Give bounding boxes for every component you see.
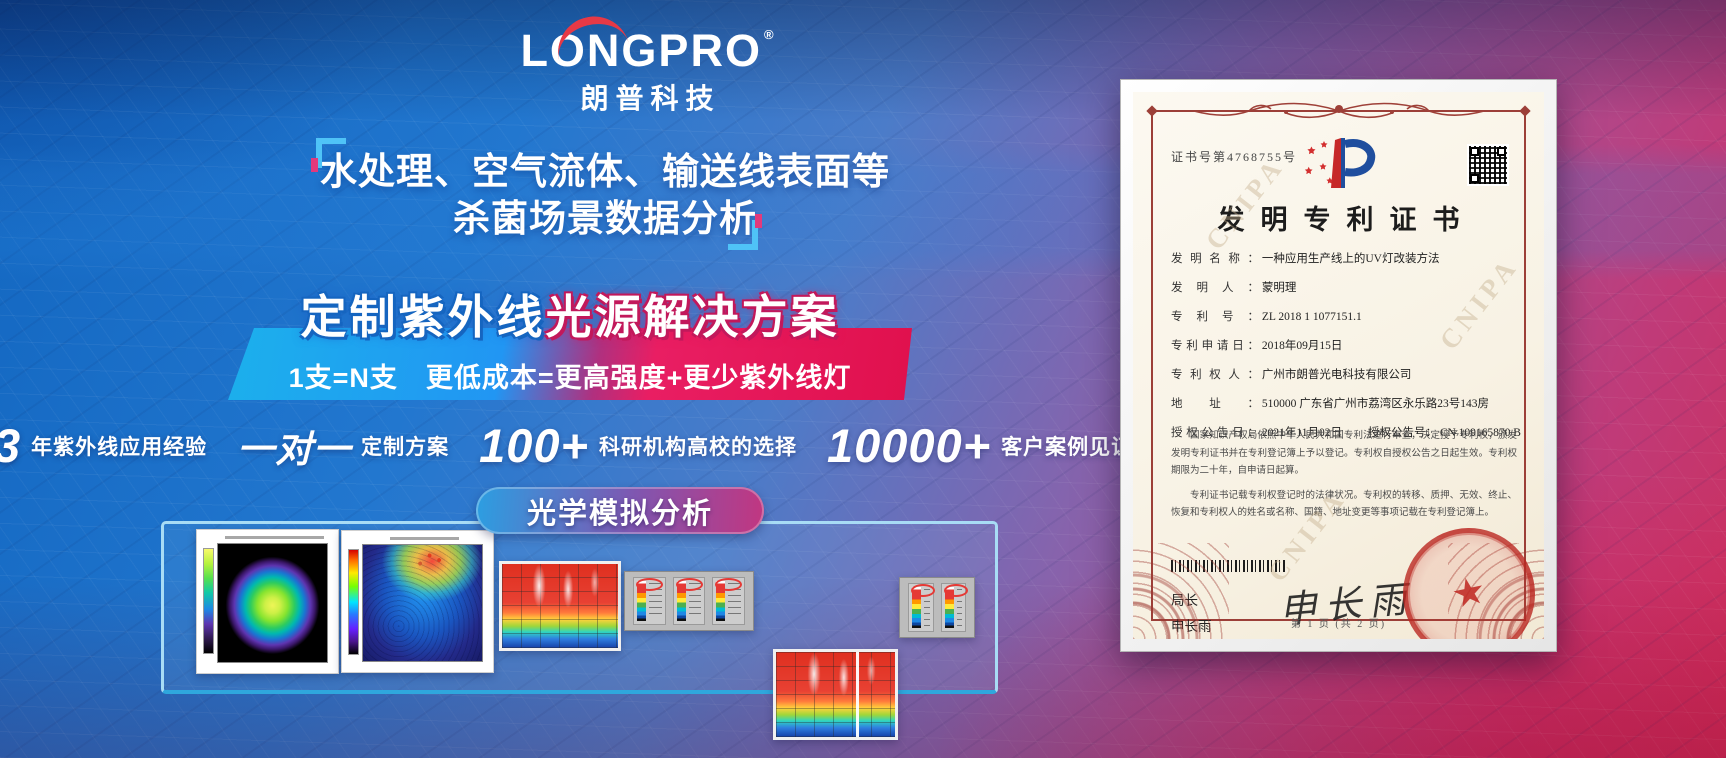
colorbar-icon: [202, 548, 214, 654]
simulation-tab-label: 光学模拟分析: [526, 497, 713, 530]
stat-value: 10000+: [827, 419, 992, 472]
headline-line1: 水处理、空气流体、输送线表面等: [320, 151, 890, 192]
official-seal-stamp: ★: [1390, 515, 1544, 639]
colorbar-gutter: [201, 534, 215, 669]
stat-value: 13: [0, 418, 21, 473]
certificate-number: 证书号第4768755号: [1171, 150, 1298, 164]
tick-labels-placeholder: [956, 589, 962, 626]
field-patent-number: 专利号： ZL 2018 1 1077151.1: [1171, 311, 1362, 323]
sim-colorbar-legend-triple: [624, 571, 754, 631]
tick-labels-placeholder: [924, 589, 930, 626]
chart-main: [215, 534, 334, 669]
max-value-ellipse-icon: [636, 578, 663, 591]
ribbon-title: 定制紫外线光源解决方案: [250, 290, 890, 345]
certificate-paper: CNIPA CNIPA CNIPA 证书号第4768755号: [1133, 92, 1544, 639]
max-value-ellipse-icon: [943, 584, 968, 597]
field-grant-info: 授权公告日： 2021年11月02日 授权公告号： CN 109165870 B: [1171, 424, 1521, 440]
ribbon-title-right: 光源解决方案: [545, 291, 840, 343]
colorbar-icon: [716, 581, 726, 621]
colorbar-legend: [712, 577, 746, 625]
stat-label: 定制方案: [361, 435, 450, 459]
patent-certificate: CNIPA CNIPA CNIPA 证书号第4768755号: [1120, 79, 1557, 652]
stat-one-on-one: 一对一 定制方案: [237, 419, 449, 473]
seal-star-icon: ★: [1447, 567, 1490, 618]
stat-label: 客户案例见证: [1001, 435, 1134, 459]
max-value-ellipse-icon: [911, 584, 935, 597]
colorbar-icon: [637, 581, 646, 621]
sim-irradiance-map-scatter: [341, 530, 494, 673]
certificate-paragraphs: 国家知识产权局依照中华人民共和国专利法进行审查，决定授予专利权，颁发发明专利证书…: [1171, 428, 1517, 530]
sim-irradiance-map-circular: [196, 529, 339, 674]
field-address: 地址： 510000 广东省广州市荔湾区永乐路23号143房: [1171, 398, 1489, 410]
stat-label: 科研机构高校的选择: [599, 435, 797, 459]
certificate-fields: 发明名称： 一种应用生产线上的UV灯改装方法 发明人： 蒙明理 专利号： ZL …: [1171, 250, 1521, 453]
stat-institutions: 100+ 科研机构高校的选择: [479, 418, 797, 473]
simulation-tab: 光学模拟分析: [476, 487, 764, 534]
headline-line2: 杀菌场景数据分析: [453, 198, 757, 240]
stat-value: 100+: [479, 419, 589, 472]
pane-divider: [855, 652, 859, 737]
colorbar-icon: [944, 587, 954, 628]
field-patentee: 专利权人： 广州市朗普光电科技有限公司: [1171, 369, 1412, 381]
filigree-corner-left-icon: [1133, 543, 1229, 639]
colorbar-legend: [672, 577, 706, 625]
filigree-corner-right-icon: [1448, 543, 1544, 639]
plot-area: [362, 544, 483, 662]
ornament-flourish-icon: [1193, 102, 1484, 119]
stats-row: 13 年紫外线应用经验 一对一 定制方案 100+ 科研机构高校的选择 1000…: [0, 418, 1132, 473]
field-application-date: 专利申请日： 2018年09月15日: [1171, 340, 1343, 352]
chart-main: [360, 535, 489, 668]
field-grant-number: 授权公告号： CN 109165870 B: [1367, 427, 1521, 439]
chart-title-placeholder: [225, 536, 324, 539]
sim-uv-intensity-heatmap: [499, 561, 621, 651]
paragraph-grant: 国家知识产权局依照中华人民共和国专利法进行审查，决定授予专利权，颁发发明专利证书…: [1171, 431, 1517, 477]
colorbar-gutter: [346, 535, 360, 668]
colorbar-icon: [912, 587, 921, 628]
field-invention-name: 发明名称： 一种应用生产线上的UV灯改装方法: [1171, 253, 1440, 265]
field-inventor: 发明人： 蒙明理: [1171, 282, 1297, 294]
colorbar-legend: [633, 577, 666, 625]
ribbon-title-left: 定制紫外线: [300, 291, 546, 343]
colorbar-legend: [940, 583, 968, 632]
brand-logo: LONGPRO ® 朗普科技: [497, 8, 797, 117]
colorbar-icon: [347, 549, 359, 655]
stat-customers: 10000+ 客户案例见证: [827, 418, 1133, 473]
stat-value: 一对一: [237, 428, 352, 470]
registered-trademark-mark: ®: [763, 27, 776, 42]
certificate-title: 发明专利证书: [1217, 205, 1476, 235]
max-value-ellipse-icon: [715, 578, 743, 591]
field-grant-date: 授权公告日： 2021年11月02日: [1171, 427, 1342, 439]
tick-labels-placeholder: [728, 583, 742, 619]
sim-colorbar-legend-double: [899, 577, 975, 638]
headline: 水处理、空气流体、输送线表面等 杀菌场景数据分析: [300, 138, 910, 250]
max-value-ellipse-icon: [675, 578, 703, 591]
brand-wordmark: LONGPRO ®: [520, 8, 776, 76]
sim-uv-intensity-heatmap-wide: [773, 649, 898, 740]
colorbar-legend: [908, 583, 935, 632]
chart-title-placeholder: [390, 537, 459, 540]
solution-ribbon: 1支=N支 更低成本=更高强度+更少紫外线灯 定制紫外线光源解决方案: [250, 290, 890, 345]
qr-code: [1467, 144, 1509, 186]
cnipa-logo-icon: [1304, 138, 1376, 188]
quote-bracket-top-left-icon: [311, 138, 346, 172]
page-number: 第 1 页 (共 2 页): [1290, 619, 1387, 630]
ribbon-subtitle: 1支=N支 更低成本=更高强度+更少紫外线灯: [288, 363, 852, 393]
brand-name: LONGPRO: [520, 25, 762, 76]
stat-experience: 13 年紫外线应用经验: [0, 418, 207, 473]
brand-subtitle: 朗普科技: [580, 82, 721, 114]
colorbar-icon: [676, 581, 686, 621]
tick-labels-placeholder: [688, 583, 702, 619]
stat-label: 年紫外线应用经验: [31, 435, 208, 459]
qr-corner-icon: [1470, 174, 1479, 183]
quote-bracket-bottom-right-icon: [728, 214, 762, 250]
tick-labels-placeholder: [649, 583, 662, 619]
paragraph-register: 专利证书记载专利权登记时的法律状况。专利权的转移、质押、无效、终止、恢复和专利权…: [1171, 490, 1517, 519]
ribbon-band: 1支=N支 更低成本=更高强度+更少紫外线灯: [228, 328, 912, 400]
plot-area: [217, 543, 328, 663]
